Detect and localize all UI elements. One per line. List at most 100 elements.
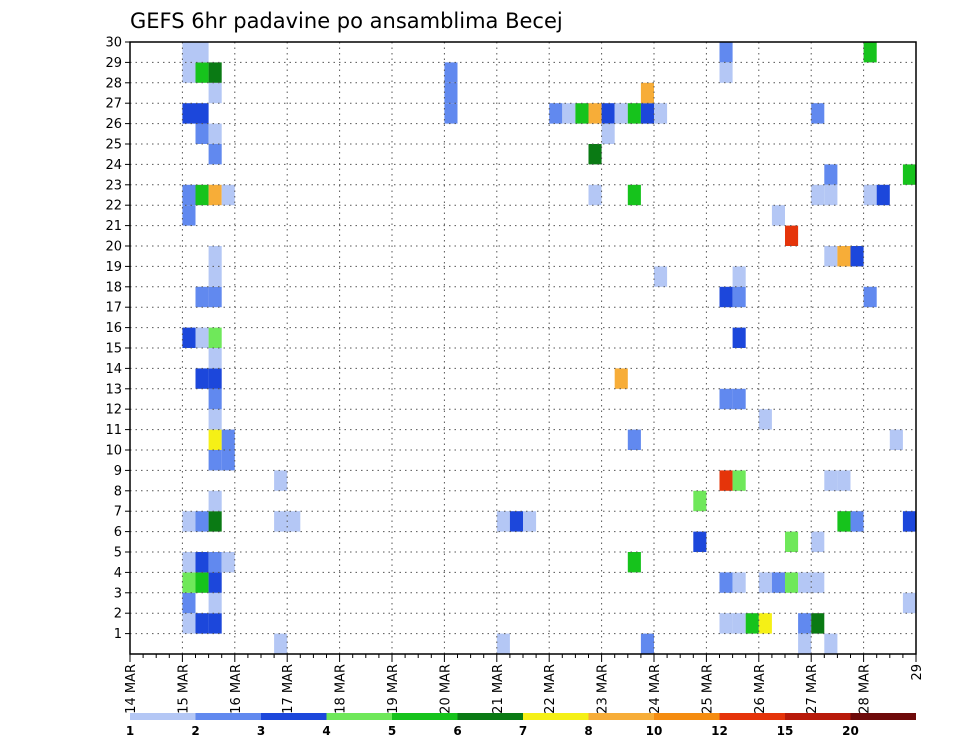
heatmap-cell — [208, 592, 222, 614]
heatmap-cell — [601, 103, 615, 124]
heatmap-cell — [588, 144, 602, 165]
colorbar-label: 2 — [191, 724, 199, 738]
y-tick-label: 16 — [105, 321, 122, 336]
x-tick-label: 20 MAR — [438, 664, 453, 714]
heatmap-cell — [208, 490, 222, 512]
x-tick-label: 17 MAR — [281, 664, 296, 714]
colorbar-swatch — [326, 713, 392, 720]
heatmap-cell — [811, 184, 825, 206]
colorbar-swatch — [195, 713, 261, 720]
x-tick-label: 15 MAR — [176, 664, 191, 714]
y-tick-label: 14 — [105, 362, 122, 377]
heatmap-cell — [824, 633, 838, 654]
y-tick-label: 21 — [105, 219, 122, 234]
colorbar-label: 12 — [711, 724, 728, 738]
x-tick-label: 29 — [910, 664, 925, 681]
heatmap-cell — [640, 633, 654, 654]
colorbar-label: 5 — [388, 724, 396, 738]
heatmap-cell — [208, 450, 222, 471]
heatmap-cell — [195, 511, 209, 532]
heatmap-cell — [758, 572, 772, 593]
heatmap-cell — [562, 103, 576, 124]
y-tick-label: 2 — [114, 607, 122, 622]
heatmap-cell — [208, 82, 222, 104]
heatmap-cell — [444, 82, 458, 104]
heatmap-cell — [287, 511, 301, 532]
heatmap-cell — [863, 286, 877, 308]
heatmap-cell — [785, 225, 799, 246]
heatmap-cell — [876, 184, 890, 206]
heatmap-cell — [208, 144, 222, 165]
heatmap-cell — [208, 511, 222, 532]
heatmap-cell — [627, 184, 641, 206]
y-tick-label: 1 — [114, 627, 122, 642]
heatmap-cell — [221, 450, 235, 471]
heatmap-cell — [837, 511, 851, 532]
heatmap-cell — [811, 613, 825, 634]
heatmap-cell — [208, 552, 222, 573]
heatmap-cell — [732, 572, 746, 593]
heatmap-cell — [798, 613, 812, 634]
colorbar-swatch — [588, 713, 654, 720]
y-tick-label: 23 — [105, 178, 122, 193]
x-tick-label: 14 MAR — [124, 664, 139, 714]
colorbar-label: 6 — [453, 724, 461, 738]
heatmap-cell — [785, 572, 799, 593]
heatmap-cell — [195, 123, 209, 144]
y-tick-label: 25 — [105, 138, 122, 153]
heatmap-cell — [274, 511, 288, 532]
heatmap-cell — [208, 246, 222, 267]
heatmap-cell — [221, 552, 235, 573]
heatmap-cell — [850, 246, 864, 267]
x-tick-label: 27 MAR — [805, 664, 820, 714]
heatmap-cell — [693, 531, 707, 552]
heatmap-cell — [182, 205, 196, 226]
heatmap-cell — [274, 470, 288, 491]
heatmap-cells — [182, 42, 916, 654]
heatmap-cell — [863, 184, 877, 206]
heatmap-cell — [208, 184, 222, 206]
y-tick-label: 9 — [114, 464, 122, 479]
y-tick-label: 22 — [105, 199, 122, 214]
heatmap-cell — [195, 42, 209, 63]
y-tick-label: 24 — [105, 158, 122, 173]
heatmap-cell — [811, 531, 825, 552]
heatmap-cell — [719, 613, 733, 634]
heatmap-cell — [195, 552, 209, 573]
plot-frame — [129, 41, 917, 655]
y-tick-label: 6 — [114, 525, 122, 540]
y-axis: 1234567891011121314151617181920212223242… — [105, 36, 130, 642]
heatmap-cell — [654, 103, 668, 124]
heatmap-cell — [208, 123, 222, 144]
colorbar-label: 7 — [519, 724, 527, 738]
y-tick-label: 4 — [114, 566, 122, 581]
y-tick-label: 28 — [105, 76, 122, 91]
y-tick-label: 27 — [105, 97, 122, 112]
heatmap-cell — [208, 409, 222, 430]
colorbar-swatch — [850, 713, 916, 720]
heatmap-cell — [496, 511, 510, 532]
x-tick-label: 19 MAR — [386, 664, 401, 714]
y-tick-label: 7 — [114, 505, 122, 520]
heatmap-cell — [719, 42, 733, 63]
heatmap-cell — [182, 184, 196, 206]
colorbar-swatch — [392, 713, 458, 720]
y-tick-label: 29 — [105, 56, 122, 71]
heatmap-cell — [719, 470, 733, 491]
heatmap-cell — [575, 103, 589, 124]
heatmap-cell — [182, 613, 196, 634]
heatmap-cell — [811, 572, 825, 593]
heatmap-cell — [798, 572, 812, 593]
heatmap-cell — [208, 62, 222, 83]
x-tick-label: 24 MAR — [648, 664, 663, 714]
heatmap-cell — [208, 327, 222, 348]
colorbar-label: 15 — [777, 724, 794, 738]
y-tick-label: 26 — [105, 117, 122, 132]
heatmap-cell — [732, 266, 746, 287]
heatmap-cell — [549, 103, 563, 124]
heatmap-cell — [221, 184, 235, 206]
heatmap-cell — [758, 409, 772, 430]
x-tick-label: 21 MAR — [491, 664, 506, 714]
heatmap-cell — [588, 103, 602, 124]
heatmap-cell — [182, 62, 196, 83]
